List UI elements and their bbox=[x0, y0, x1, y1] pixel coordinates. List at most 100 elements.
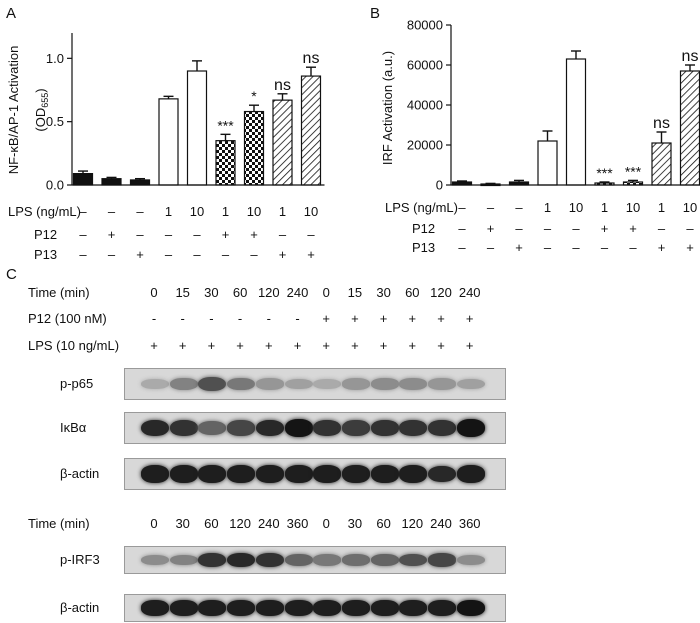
blot-band bbox=[313, 419, 342, 437]
bar bbox=[651, 142, 672, 186]
y-axis-label: NF-κB/AP-1 Activation bbox=[6, 46, 21, 175]
bar bbox=[243, 110, 265, 186]
condition-value: + bbox=[307, 247, 315, 262]
condition-label: LPS (ng/mL) bbox=[8, 204, 81, 219]
y-tick-label: 60000 bbox=[407, 58, 443, 73]
chart-b: 0 20000 40000 60000 80000 IRF Activation (a.u… bbox=[380, 18, 700, 255]
western-column-value: 240 bbox=[430, 516, 452, 531]
y-tick-label: 0.5 bbox=[46, 114, 64, 129]
condition-value: – bbox=[544, 240, 552, 255]
condition-value: 10 bbox=[683, 200, 697, 215]
western-column-value: 30 bbox=[175, 516, 189, 531]
condition-value: + bbox=[658, 240, 666, 255]
western-column-value: + bbox=[466, 311, 474, 326]
condition-value: – bbox=[136, 204, 144, 219]
condition-label: P12 bbox=[412, 221, 435, 236]
blot-band bbox=[227, 600, 256, 616]
condition-value: + bbox=[108, 227, 116, 242]
blot-band bbox=[141, 600, 169, 616]
condition-value: – bbox=[79, 247, 87, 262]
western-column-value: + bbox=[437, 311, 445, 326]
bar bbox=[679, 70, 700, 186]
condition-value: – bbox=[458, 221, 466, 236]
condition-value: + bbox=[487, 221, 495, 236]
bar bbox=[565, 58, 587, 186]
blot-band bbox=[255, 378, 284, 390]
condition-value: – bbox=[515, 221, 523, 236]
condition-value: – bbox=[307, 227, 315, 242]
blot-band bbox=[313, 465, 342, 483]
western-column-value: - bbox=[181, 311, 185, 326]
condition-value: – bbox=[515, 200, 523, 215]
western-column-value: + bbox=[351, 311, 359, 326]
y-axis-label-sub: 655 bbox=[40, 93, 50, 108]
chart-a: 0.00.51.0NF-κB/AP-1 Activation (OD655)***… bbox=[6, 33, 325, 262]
blot-band bbox=[428, 465, 456, 483]
western-column-value: + bbox=[409, 338, 417, 353]
condition-value: 10 bbox=[569, 200, 583, 215]
bar bbox=[300, 75, 322, 186]
y-tick-label: 0.0 bbox=[46, 178, 64, 193]
western-column-value: - bbox=[267, 311, 271, 326]
western-column-value: + bbox=[380, 338, 388, 353]
blot-band bbox=[399, 419, 428, 437]
condition-value: + bbox=[222, 227, 230, 242]
y-axis-label-open: (OD bbox=[33, 108, 48, 132]
condition-value: + bbox=[686, 240, 694, 255]
condition-value: – bbox=[193, 247, 201, 262]
blot-band bbox=[227, 377, 256, 391]
western-column-value: + bbox=[179, 338, 187, 353]
western-column-value: 120 bbox=[401, 516, 423, 531]
blot-band bbox=[341, 465, 370, 483]
blot-band bbox=[428, 419, 456, 437]
western-column-value: + bbox=[322, 338, 330, 353]
western-column-value: - bbox=[152, 311, 156, 326]
western-column-value: 120 bbox=[229, 516, 251, 531]
western-row-label: Time (min) bbox=[28, 516, 90, 531]
condition-value: 1 bbox=[279, 204, 286, 219]
western-column-value: 240 bbox=[459, 285, 481, 300]
blot-band bbox=[284, 419, 313, 437]
blot-band bbox=[284, 465, 313, 483]
blot-band bbox=[284, 600, 313, 616]
condition-value: – bbox=[165, 227, 173, 242]
western-column-value: + bbox=[322, 311, 330, 326]
western-column-value: 60 bbox=[405, 285, 419, 300]
y-tick-label: 20000 bbox=[407, 138, 443, 153]
blot-band bbox=[399, 553, 428, 567]
bar bbox=[186, 70, 208, 186]
blot-band bbox=[255, 465, 284, 483]
blot-band bbox=[255, 419, 284, 437]
blot-band bbox=[399, 378, 428, 390]
condition-value: – bbox=[250, 247, 258, 262]
western-column-value: + bbox=[466, 338, 474, 353]
panel-label-c: C bbox=[6, 266, 17, 283]
condition-value: + bbox=[629, 221, 637, 236]
blot-label: p-IRF3 bbox=[60, 552, 100, 567]
blot-band bbox=[141, 378, 169, 390]
western-column-value: + bbox=[208, 338, 216, 353]
blot-band bbox=[169, 377, 198, 391]
western-column-value: 15 bbox=[175, 285, 189, 300]
western-column-value: - bbox=[295, 311, 299, 326]
blot-label: p-p65 bbox=[60, 376, 93, 391]
significance-label: ns bbox=[653, 115, 670, 132]
blot-band bbox=[456, 378, 485, 390]
western-column-value: 0 bbox=[150, 285, 157, 300]
blot-band bbox=[255, 600, 284, 616]
condition-value: + bbox=[136, 247, 144, 262]
blot-band bbox=[198, 376, 227, 392]
western-column-value: 360 bbox=[459, 516, 481, 531]
blot-band bbox=[370, 465, 399, 483]
western-column-value: + bbox=[351, 338, 359, 353]
significance-label: ns bbox=[682, 48, 699, 65]
blot-band bbox=[313, 600, 342, 616]
bar bbox=[215, 140, 236, 186]
blot-band bbox=[399, 600, 428, 616]
blot-band bbox=[456, 419, 485, 437]
bar bbox=[72, 173, 94, 186]
western-blot-top-labels: Time (min) 0 15 30 60 120 240 0 15 30 60 120 240 P12 … bbox=[28, 285, 481, 481]
condition-value: + bbox=[250, 227, 258, 242]
condition-value: – bbox=[165, 247, 173, 262]
western-column-value: 0 bbox=[150, 516, 157, 531]
